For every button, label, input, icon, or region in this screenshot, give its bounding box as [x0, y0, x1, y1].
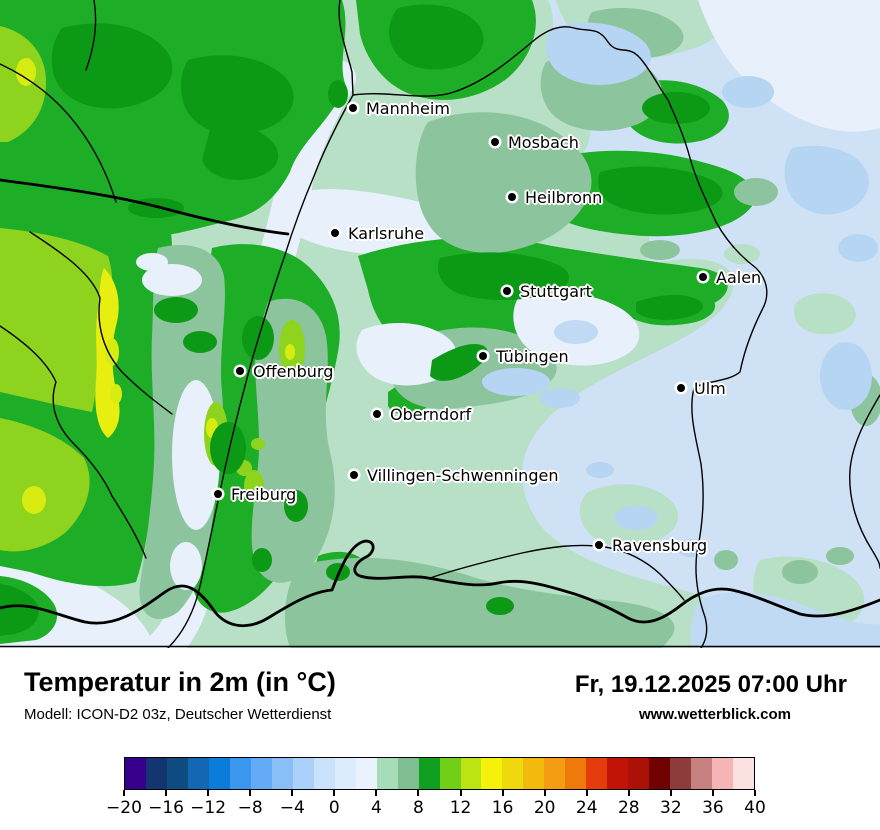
- legend-tick-mark: [333, 790, 336, 796]
- map-area: Mannheim Mosbach Heilbronn Karlsruhe Stuttga…: [0, 0, 880, 648]
- website-label: www.wetterblick.com: [639, 706, 791, 723]
- state-borders: [0, 0, 880, 648]
- legend-tick-mark: [375, 790, 378, 796]
- legend-color-cell: [125, 758, 146, 789]
- legend-tick-label: 16: [491, 798, 514, 818]
- legend-color-cell: [712, 758, 734, 789]
- legend-color-cell: [397, 758, 419, 789]
- legend-tick-mark: [754, 790, 756, 796]
- legend-tick-mark: [711, 790, 714, 796]
- legend-tick-label: 40: [744, 798, 766, 818]
- forecast-datetime: Fr, 19.12.2025 07:00 Uhr: [574, 671, 847, 698]
- legend-color-cell: [481, 758, 503, 789]
- legend-color-cell: [523, 758, 545, 789]
- legend-color-cell: [691, 758, 713, 789]
- legend-tick-mark: [291, 790, 294, 796]
- legend-color-cell: [376, 758, 398, 789]
- legend-tick-label: 4: [370, 798, 382, 818]
- model-info: Modell: ICON-D2 03z, Deutscher Wetterdie…: [24, 706, 332, 723]
- page-title: Temperatur in 2m (in °C): [24, 667, 336, 697]
- legend-color-cell: [334, 758, 356, 789]
- legend-tick-label: 36: [702, 798, 724, 818]
- legend-color-cell: [166, 758, 188, 789]
- legend-color-cell: [544, 758, 566, 789]
- temperature-map-svg: [0, 0, 880, 648]
- legend-color-cell: [565, 758, 587, 789]
- legend-tick-mark: [585, 790, 588, 796]
- legend-tick-label: 28: [617, 798, 640, 818]
- legend-color-cell: [460, 758, 482, 789]
- legend-tick-label: 8: [413, 798, 424, 818]
- legend-color-cell: [649, 758, 671, 789]
- country-borders: [0, 178, 880, 628]
- legend-tick-mark: [123, 790, 125, 796]
- legend-color-bar: [124, 757, 755, 790]
- legend-color-cell: [145, 758, 167, 789]
- legend-color-cell: [439, 758, 461, 789]
- legend-tick-label: −16: [148, 798, 184, 818]
- legend-color-cell: [187, 758, 209, 789]
- legend-tick-label: −4: [279, 798, 305, 818]
- legend-tick-label: 24: [575, 798, 598, 818]
- legend-tick-label: 20: [533, 798, 556, 818]
- legend-tick-mark: [501, 790, 504, 796]
- legend-color-cell: [208, 758, 230, 789]
- legend-color-cell: [250, 758, 272, 789]
- terrain-layer: [0, 0, 880, 648]
- legend-tick-mark: [669, 790, 672, 796]
- legend-color-cell: [628, 758, 650, 789]
- temperature-legend: −20 −16 −12 −8 −4 0 4 8 12 16 20 24 28 32 36 40: [106, 757, 766, 819]
- legend-color-cell: [607, 758, 629, 789]
- legend-tick-mark: [249, 790, 252, 796]
- legend-tick-mark: [543, 790, 546, 796]
- legend-tick-label: −20: [106, 798, 142, 818]
- legend-tick-label: 32: [660, 798, 682, 818]
- legend-color-cell: [418, 758, 440, 789]
- legend-tick-label: 12: [449, 798, 472, 818]
- legend-color-cell: [355, 758, 377, 789]
- legend-color-cell: [670, 758, 692, 789]
- legend-color-cell: [229, 758, 251, 789]
- legend-color-cell: [292, 758, 314, 789]
- legend-tick-label: −8: [237, 798, 263, 818]
- legend-tick-mark: [459, 790, 462, 796]
- legend-color-cell: [313, 758, 335, 789]
- legend-tick-mark: [417, 790, 420, 796]
- legend-color-cell: [271, 758, 293, 789]
- legend-tick-mark: [165, 790, 168, 796]
- legend-tick-mark: [627, 790, 630, 796]
- legend-color-cell: [733, 758, 755, 789]
- legend-tick-mark: [207, 790, 210, 796]
- legend-tick-label: 0: [328, 798, 340, 818]
- legend-color-cell: [586, 758, 608, 789]
- legend-tick-label: −12: [190, 798, 227, 818]
- legend-color-cell: [502, 758, 524, 789]
